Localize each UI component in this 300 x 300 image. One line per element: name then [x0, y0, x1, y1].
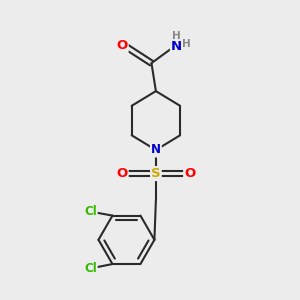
- Text: N: N: [171, 40, 182, 53]
- Text: S: S: [151, 167, 161, 180]
- Text: H: H: [182, 39, 191, 49]
- Text: Cl: Cl: [84, 262, 97, 275]
- Text: O: O: [116, 39, 128, 52]
- Text: Cl: Cl: [84, 205, 97, 218]
- Text: N: N: [151, 143, 161, 157]
- Text: H: H: [172, 31, 181, 41]
- Text: O: O: [184, 167, 195, 180]
- Text: O: O: [116, 167, 128, 180]
